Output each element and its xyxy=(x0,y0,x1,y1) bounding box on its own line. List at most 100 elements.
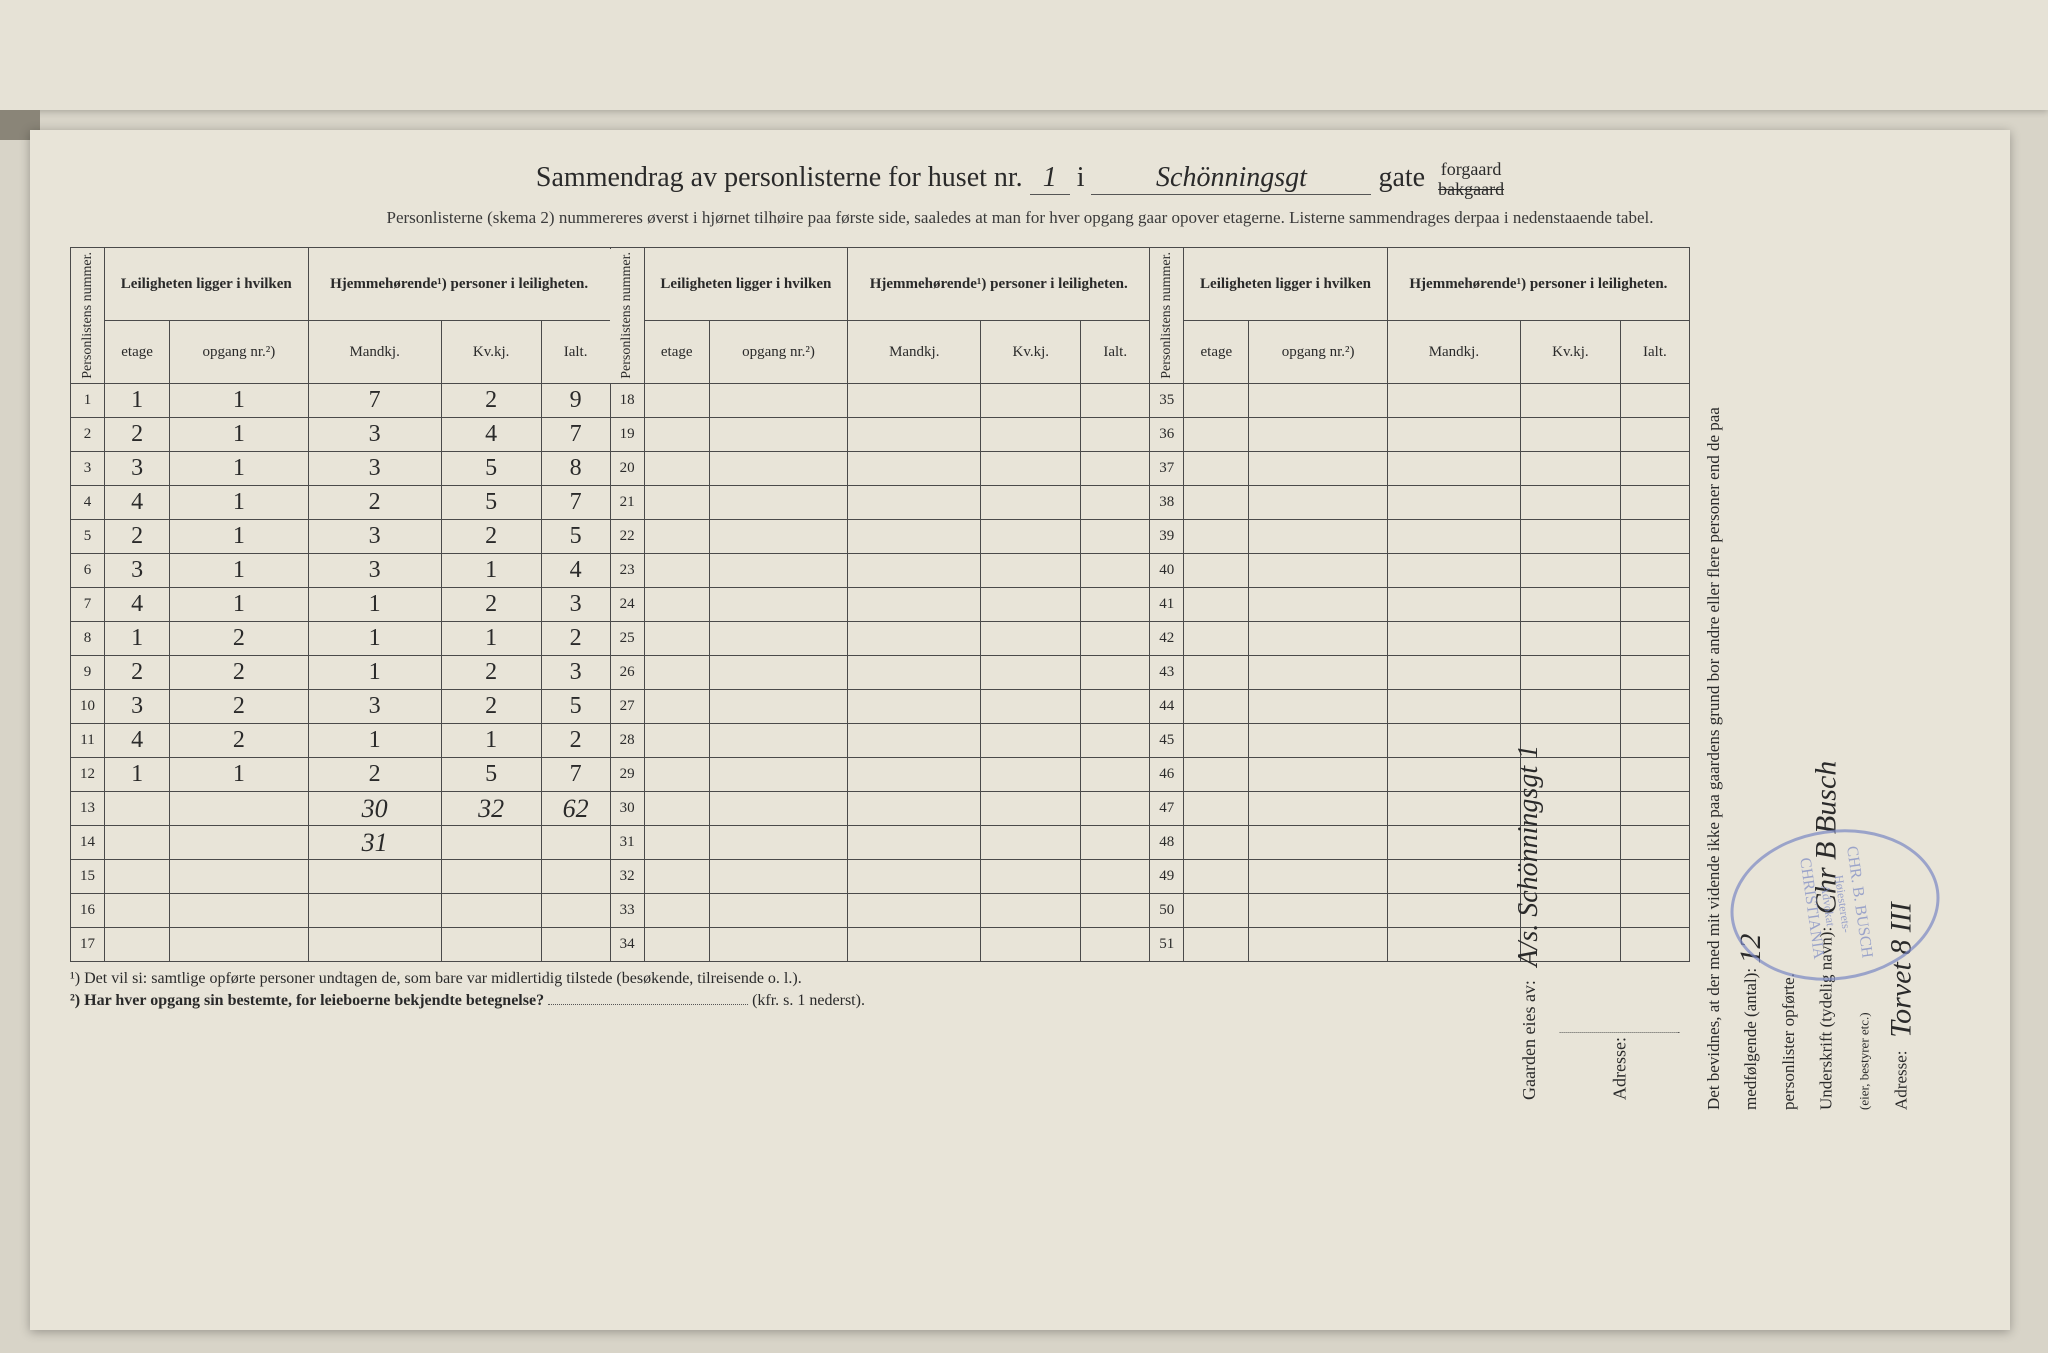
table-row: 3313582037 xyxy=(71,452,1690,486)
cell-ialt xyxy=(1081,622,1150,656)
table-row: 9221232643 xyxy=(71,656,1690,690)
cell-kvkj xyxy=(1520,418,1620,452)
cell-ialt: 7 xyxy=(541,486,610,520)
col-hjemme-1: Hjemmehørende¹) personer i leiligheten. xyxy=(308,248,610,321)
cell-mandkj: 7 xyxy=(308,384,441,418)
cell-kvkj xyxy=(981,860,1081,894)
cell-mandkj xyxy=(1387,384,1520,418)
row-num: 49 xyxy=(1150,860,1184,894)
col-mandkj-3: Mandkj. xyxy=(1387,321,1520,384)
forgaard-bakgaard: forgaard bakgaard xyxy=(1438,160,1504,200)
cell-ialt: 7 xyxy=(541,758,610,792)
cell-opgang xyxy=(709,724,847,758)
cell-ialt: 2 xyxy=(541,622,610,656)
table-row: 1117291835 xyxy=(71,384,1690,418)
row-num: 45 xyxy=(1150,724,1184,758)
cell-kvkj: 2 xyxy=(441,588,541,622)
street-name: Schönningsgt xyxy=(1091,162,1371,195)
cell-etage xyxy=(644,588,709,622)
cell-kvkj xyxy=(981,486,1081,520)
col-leiligheten-2: Leiligheten ligger i hvilken xyxy=(644,248,848,321)
col-ialt-3: Ialt. xyxy=(1620,321,1689,384)
row-num: 8 xyxy=(71,622,105,656)
cell-mandkj: 1 xyxy=(308,622,441,656)
row-num: 47 xyxy=(1150,792,1184,826)
row-num: 7 xyxy=(71,588,105,622)
cell-ialt xyxy=(1081,418,1150,452)
table-row: 10323252744 xyxy=(71,690,1690,724)
cell-mandkj: 3 xyxy=(308,520,441,554)
cell-mandkj xyxy=(1387,418,1520,452)
footnote-2-ref: (kfr. s. 1 nederst). xyxy=(752,992,865,1009)
cell-kvkj: 5 xyxy=(441,758,541,792)
table-row: 6313142340 xyxy=(71,554,1690,588)
cell-mandkj: 30 xyxy=(308,792,441,826)
cell-etage: 4 xyxy=(105,588,170,622)
row-num: 18 xyxy=(610,384,644,418)
cell-etage: 1 xyxy=(105,384,170,418)
cell-opgang xyxy=(709,588,847,622)
row-num: 30 xyxy=(610,792,644,826)
cell-opgang xyxy=(709,894,847,928)
cell-mandkj xyxy=(848,826,981,860)
col-personlistens-3: Personlistens nummer. xyxy=(1150,248,1184,384)
cell-etage xyxy=(1184,724,1249,758)
cell-opgang: 1 xyxy=(170,418,308,452)
cell-kvkj xyxy=(981,384,1081,418)
col-hjemme-3: Hjemmehørende¹) personer i leiligheten. xyxy=(1387,248,1689,321)
cell-etage xyxy=(1184,554,1249,588)
cell-etage: 1 xyxy=(105,622,170,656)
cell-mandkj: 3 xyxy=(308,418,441,452)
cell-opgang xyxy=(1249,418,1387,452)
personlister-text: personlister opførte. xyxy=(1779,973,1798,1110)
table-row: 4412572138 xyxy=(71,486,1690,520)
row-num: 48 xyxy=(1150,826,1184,860)
table-row: 163350 xyxy=(71,894,1690,928)
row-num: 12 xyxy=(71,758,105,792)
cell-ialt xyxy=(1081,758,1150,792)
cell-etage xyxy=(1184,758,1249,792)
cell-ialt: 9 xyxy=(541,384,610,418)
cell-kvkj xyxy=(981,894,1081,928)
census-table: Personlistens nummer. Leiligheten ligger… xyxy=(70,247,1690,962)
cell-ialt xyxy=(1081,894,1150,928)
cell-kvkj: 32 xyxy=(441,792,541,826)
cell-opgang xyxy=(709,384,847,418)
cell-opgang xyxy=(1249,690,1387,724)
cell-kvkj xyxy=(981,724,1081,758)
owner-label: Gaarden eies av: xyxy=(1519,980,1539,1100)
owner-name: A/s. Schönningsgt 1 xyxy=(1513,745,1544,967)
col-personlistens-1: Personlistens nummer. xyxy=(71,248,105,384)
row-num: 43 xyxy=(1150,656,1184,690)
adresse-label: Adresse: xyxy=(1892,1051,1911,1110)
cell-etage xyxy=(1184,826,1249,860)
cell-ialt: 62 xyxy=(541,792,610,826)
row-num: 29 xyxy=(610,758,644,792)
cell-opgang: 1 xyxy=(170,452,308,486)
cell-ialt xyxy=(541,826,610,860)
row-num: 20 xyxy=(610,452,644,486)
footnote-2-label: ²) Har hver opgang sin bestemte, for lei… xyxy=(70,992,544,1009)
cell-etage xyxy=(1184,860,1249,894)
cell-etage: 3 xyxy=(105,452,170,486)
cell-opgang xyxy=(170,928,308,962)
table-row: 133032623047 xyxy=(71,792,1690,826)
cell-kvkj xyxy=(981,758,1081,792)
cell-kvkj: 5 xyxy=(441,452,541,486)
col-etage-3: etage xyxy=(1184,321,1249,384)
cell-mandkj: 1 xyxy=(308,588,441,622)
footnote-1: ¹) Det vil si: samtlige opførte personer… xyxy=(70,970,1970,988)
table-row: 12112572946 xyxy=(71,758,1690,792)
cell-etage xyxy=(1184,656,1249,690)
cell-etage xyxy=(1184,418,1249,452)
row-num: 5 xyxy=(71,520,105,554)
cell-ialt: 5 xyxy=(541,520,610,554)
cell-ialt: 4 xyxy=(541,554,610,588)
col-kvkj-3: Kv.kj. xyxy=(1520,321,1620,384)
cell-etage xyxy=(1184,384,1249,418)
cell-etage: 2 xyxy=(105,520,170,554)
cell-kvkj xyxy=(981,418,1081,452)
house-number: 1 xyxy=(1030,162,1070,195)
owner-block: Gaarden eies av: A/s. Schönningsgt 1 Adr… xyxy=(1498,480,1680,1100)
row-num: 46 xyxy=(1150,758,1184,792)
